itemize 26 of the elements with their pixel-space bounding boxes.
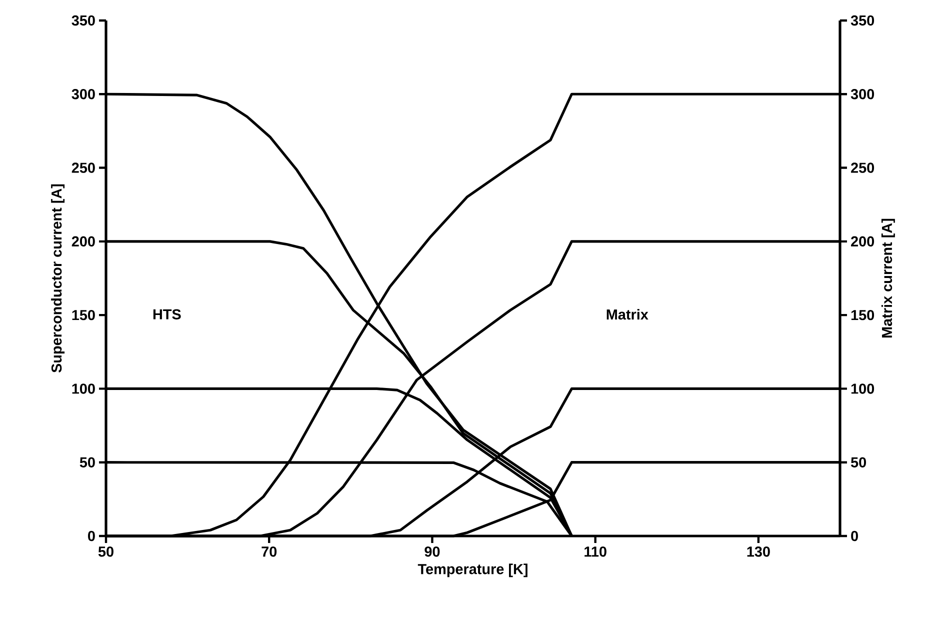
- y2-tick-label: 200: [851, 236, 874, 247]
- x-tick-label: 130: [747, 546, 770, 557]
- y2-tick-label: 250: [851, 162, 874, 173]
- y-tick-label: 150: [72, 310, 95, 320]
- y-axis-title: Superconductor current [A]: [51, 184, 65, 373]
- x-tick-label: 110: [584, 546, 606, 557]
- y-tick-label: 200: [72, 236, 95, 247]
- y2-tick-label: 350: [850, 15, 874, 26]
- y-tick-label: 100: [72, 384, 95, 394]
- y-tick-label: 350: [72, 15, 95, 26]
- y2-tick-label: 300: [850, 89, 874, 100]
- y2-tick-label: 100: [851, 384, 874, 394]
- y2-axis-title: Matrix current [A]: [881, 218, 895, 338]
- x-tick-label: 50: [98, 546, 114, 557]
- annotation: HTS: [153, 309, 181, 320]
- y-tick-label: 250: [72, 162, 95, 173]
- y2-tick-label: 150: [851, 310, 874, 320]
- annotation: Matrix: [606, 309, 648, 320]
- x-tick-label: 70: [262, 546, 277, 557]
- x-axis-title: Temperature [K]: [418, 564, 528, 578]
- x-tick-label: 90: [424, 546, 440, 557]
- y2-tick-label: 0: [851, 530, 858, 542]
- y-tick-label: 300: [72, 89, 95, 100]
- y2-tick-label: 50: [850, 457, 866, 468]
- y-tick-label: 50: [80, 457, 95, 468]
- y-tick-label: 0: [88, 530, 95, 542]
